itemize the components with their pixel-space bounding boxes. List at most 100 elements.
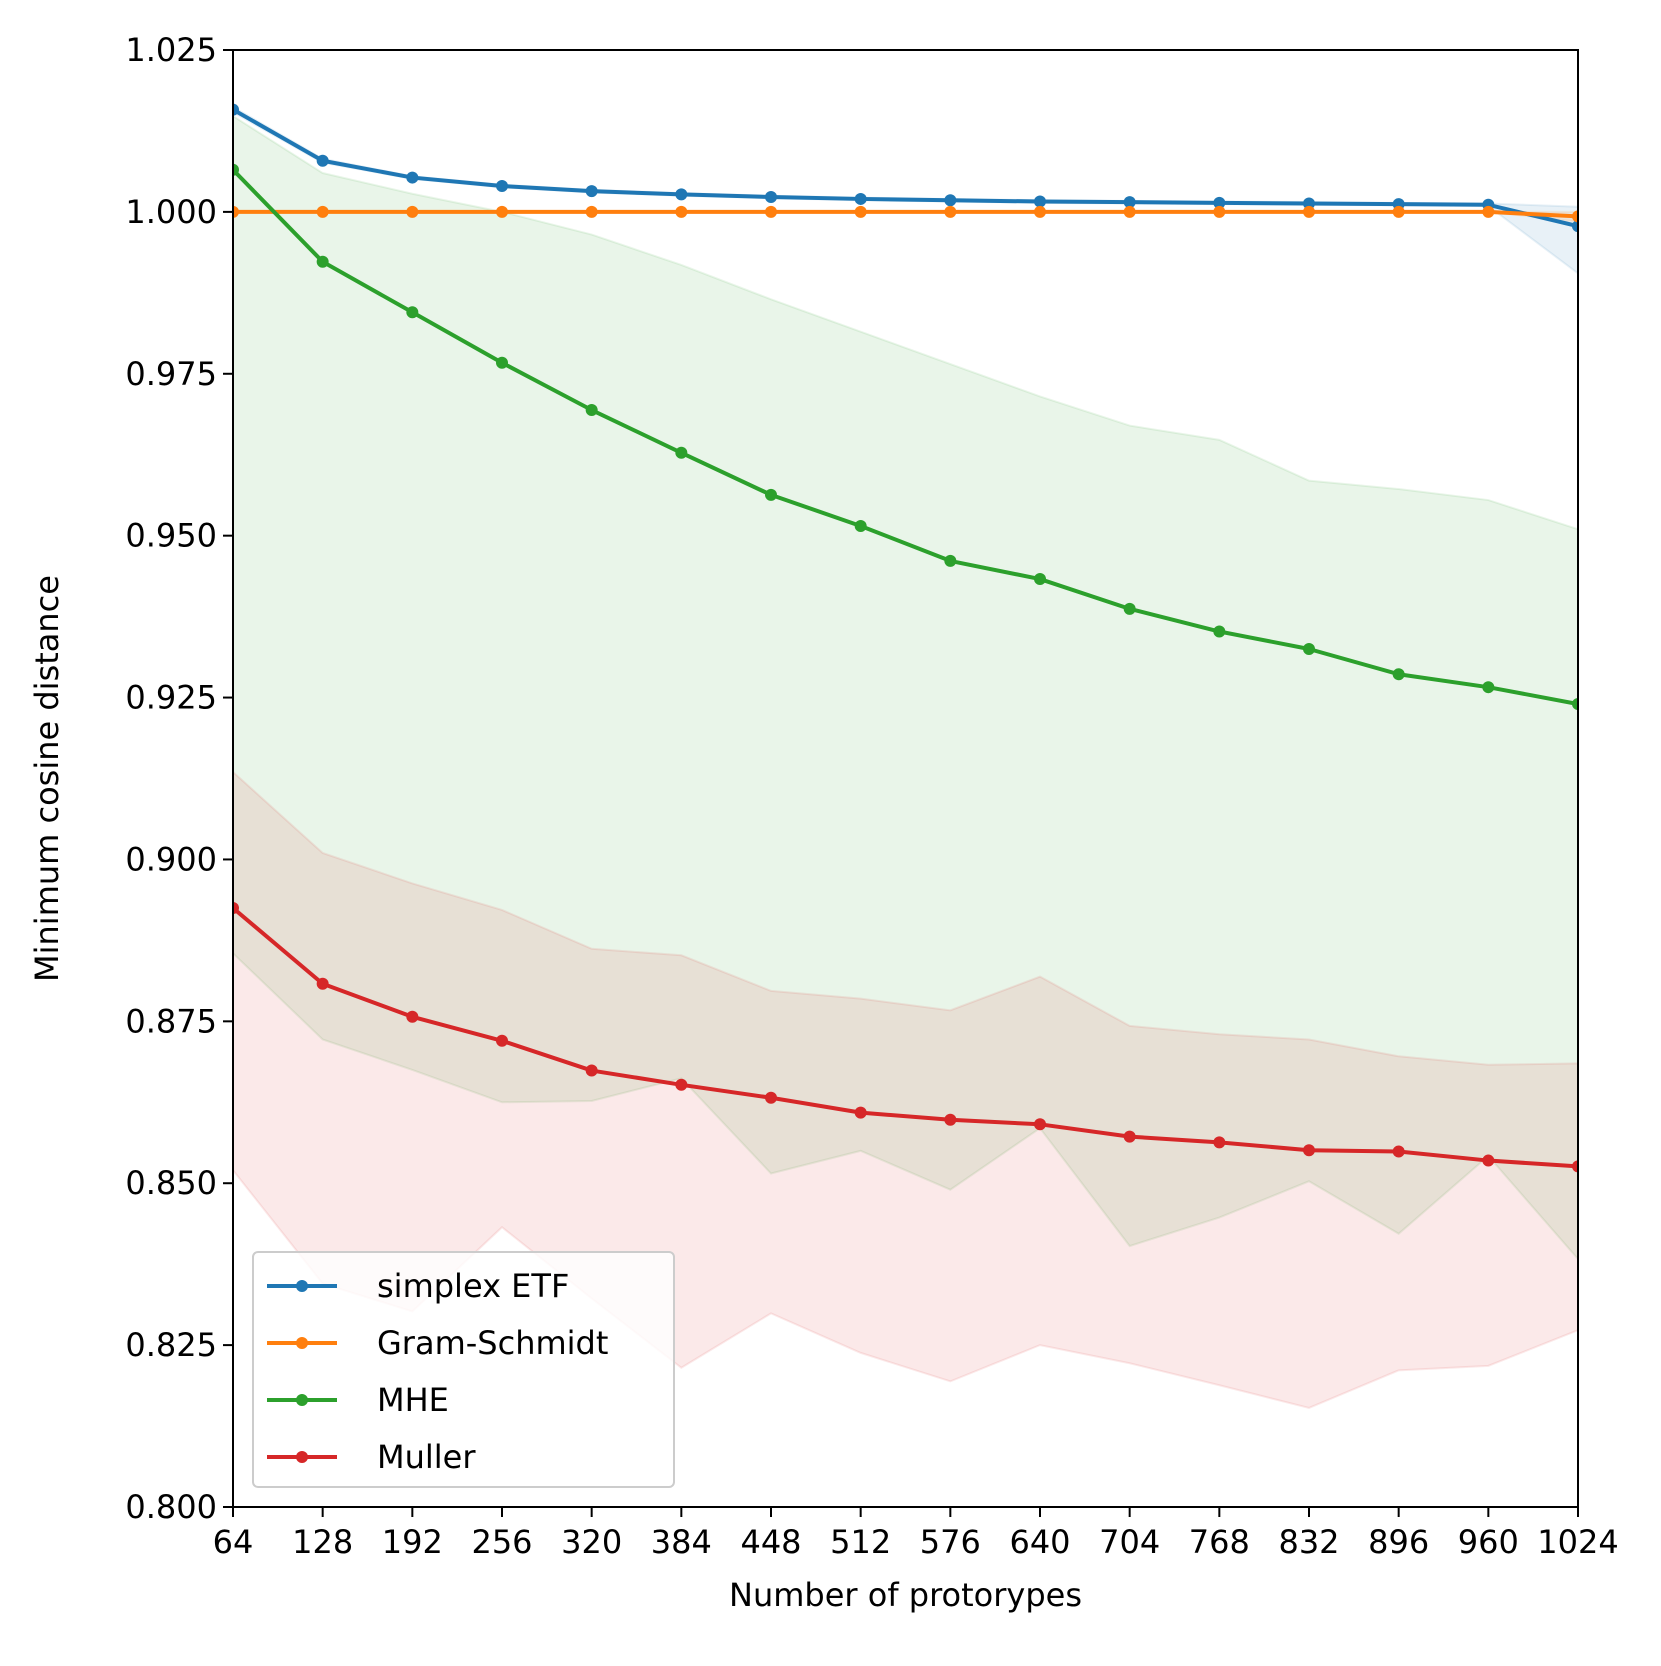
point-muller: [233, 902, 239, 915]
line-mhe: [233, 166, 1578, 707]
y-tick-label: 1.025: [125, 31, 217, 69]
point-gram-schmidt: [1213, 205, 1226, 218]
point-muller: [1392, 1145, 1405, 1158]
point-mhe: [675, 446, 688, 459]
point-mhe: [233, 163, 239, 176]
point-muller: [1482, 1154, 1495, 1167]
point-gram-schmidt: [406, 205, 419, 218]
plot-frame: [232, 49, 1579, 1508]
point-mhe: [944, 554, 957, 567]
x-tick-label: 384: [651, 1523, 712, 1561]
point-mhe: [316, 255, 329, 268]
legend: simplex ETF Gram-Schmidt MHE Muller: [252, 1251, 675, 1488]
point-simplex-etf: [316, 154, 329, 167]
line-muller: [233, 905, 1578, 1169]
y-tick-label: 0.875: [125, 1002, 217, 1040]
point-gram-schmidt: [233, 205, 239, 218]
x-tick-label: 640: [1009, 1523, 1070, 1561]
point-muller: [944, 1113, 957, 1126]
y-tick-label: 0.825: [125, 1326, 217, 1364]
point-simplex-etf: [233, 103, 239, 116]
x-axis: 64 128 192 256 320 384 448 512 576 640 704 768 832 89…: [213, 1507, 1619, 1561]
point-mhe: [496, 356, 508, 369]
point-muller: [1213, 1136, 1226, 1149]
x-axis-label: Number of protorypes: [729, 1576, 1082, 1614]
point-gram-schmidt: [316, 205, 329, 218]
point-muller: [585, 1064, 598, 1077]
y-tick-label: 0.925: [125, 679, 217, 717]
point-mhe: [585, 404, 598, 417]
line-gram-schmidt: [233, 209, 1578, 219]
legend-marker-mhe: [296, 1394, 308, 1406]
y-axis-label: Minimum cosine distance: [28, 575, 66, 982]
point-gram-schmidt: [1303, 205, 1315, 218]
point-muller: [496, 1034, 508, 1047]
series-markers: [233, 103, 1578, 1173]
point-mhe: [1123, 602, 1136, 615]
legend-marker-gram-schmidt: [296, 1337, 308, 1349]
point-simplex-etf: [854, 192, 867, 205]
x-tick-label: 832: [1278, 1523, 1339, 1561]
x-tick-label: 128: [292, 1523, 353, 1561]
point-muller: [1572, 1160, 1578, 1173]
legend-label-gram-schmidt: Gram-Schmidt: [377, 1324, 608, 1362]
x-tick-label: 1024: [1537, 1523, 1618, 1561]
point-gram-schmidt: [675, 205, 688, 218]
point-mhe: [1303, 642, 1315, 655]
point-simplex-etf: [585, 185, 598, 198]
point-mhe: [1572, 698, 1578, 711]
x-tick-label: 512: [830, 1523, 891, 1561]
legend-label-simplex-etf: simplex ETF: [377, 1267, 569, 1305]
point-muller: [765, 1091, 777, 1104]
y-tick-label: 0.950: [125, 517, 217, 555]
legend-box: [252, 1251, 675, 1488]
point-mhe: [765, 488, 777, 501]
point-gram-schmidt: [585, 205, 598, 218]
point-simplex-etf: [765, 190, 777, 203]
point-mhe: [1392, 668, 1405, 681]
x-tick-label: 704: [1099, 1523, 1160, 1561]
point-simplex-etf: [1034, 195, 1046, 208]
y-tick-label: 0.975: [125, 355, 217, 393]
point-mhe: [1034, 573, 1046, 586]
point-muller: [1034, 1118, 1046, 1131]
point-gram-schmidt: [496, 205, 508, 218]
line-simplex-etf: [233, 107, 1578, 229]
point-simplex-etf: [675, 188, 688, 201]
point-gram-schmidt: [1392, 205, 1405, 218]
point-mhe: [406, 306, 419, 319]
x-tick-label: 448: [740, 1523, 801, 1561]
x-tick-label: 960: [1458, 1523, 1519, 1561]
point-simplex-etf: [1123, 196, 1136, 209]
point-gram-schmidt: [1034, 205, 1046, 218]
point-mhe: [854, 519, 867, 532]
point-muller: [1123, 1130, 1136, 1143]
point-simplex-etf: [1213, 196, 1226, 209]
y-tick-label: 0.800: [125, 1488, 217, 1526]
point-muller: [1303, 1144, 1315, 1157]
point-gram-schmidt: [854, 205, 867, 218]
series-lines: [233, 107, 1578, 1169]
point-muller: [406, 1010, 419, 1023]
legend-label-mhe: MHE: [377, 1381, 449, 1419]
y-tick-label: 1.000: [125, 193, 217, 231]
legend-label-muller: Muller: [377, 1438, 476, 1476]
point-mhe: [1213, 625, 1226, 638]
point-gram-schmidt: [1123, 205, 1136, 218]
x-tick-label: 256: [471, 1523, 532, 1561]
x-tick-label: 64: [213, 1523, 254, 1561]
point-muller: [675, 1078, 688, 1091]
legend-marker-muller: [296, 1451, 308, 1463]
point-gram-schmidt: [1482, 205, 1495, 218]
point-simplex-etf: [1303, 197, 1315, 210]
point-gram-schmidt: [944, 205, 957, 218]
x-tick-label: 192: [382, 1523, 443, 1561]
point-simplex-etf: [1572, 220, 1578, 233]
x-tick-label: 576: [920, 1523, 981, 1561]
point-muller: [854, 1106, 867, 1119]
point-simplex-etf: [406, 171, 419, 184]
legend-marker-simplex-etf: [296, 1280, 308, 1292]
point-simplex-etf: [944, 194, 957, 207]
point-muller: [316, 977, 329, 990]
